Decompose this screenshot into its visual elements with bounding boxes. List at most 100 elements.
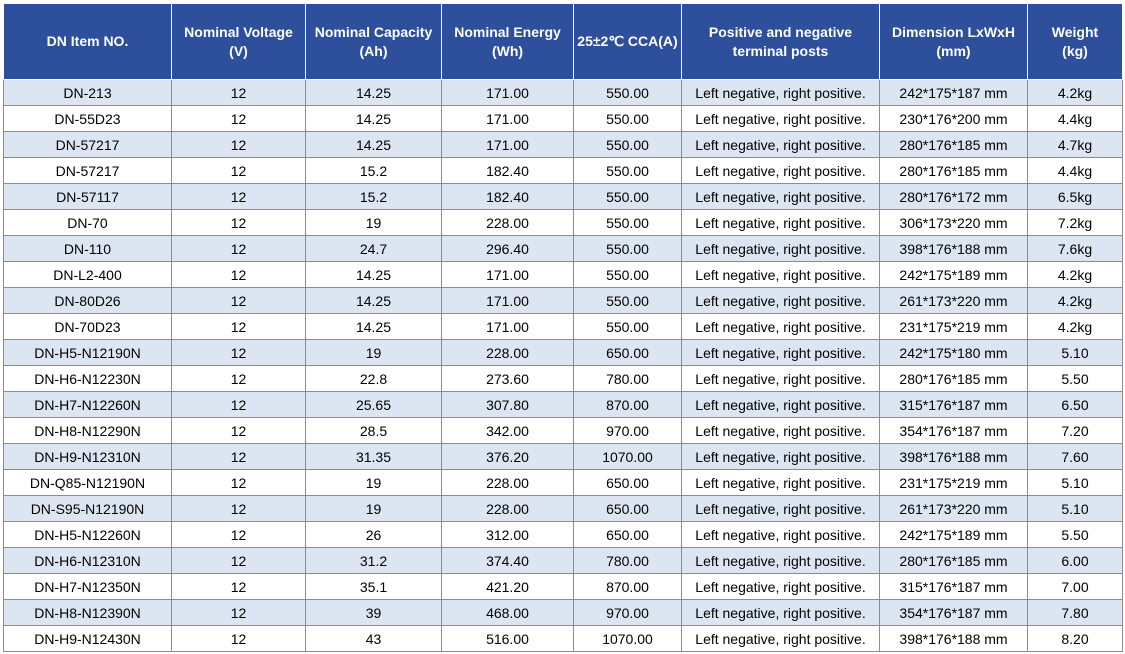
table-row: DN-57217 12 14.25 171.00 550.00 Left negative… — [3, 131, 1123, 158]
cell-cca: 650.00 — [573, 469, 682, 496]
cell-voltage: 12 — [171, 573, 306, 600]
cell-item-no: DN-H7-N12260N — [3, 391, 172, 418]
cell-item-no: DN-110 — [3, 235, 172, 262]
cell-terminal-posts: Left negative, right positive. — [681, 625, 880, 652]
cell-terminal-posts: Left negative, right positive. — [681, 391, 880, 418]
cell-dimension: 230*176*200 mm — [879, 105, 1028, 132]
cell-weight: 4.4kg — [1027, 157, 1123, 184]
cell-terminal-posts: Left negative, right positive. — [681, 105, 880, 132]
cell-terminal-posts: Left negative, right positive. — [681, 339, 880, 366]
cell-terminal-posts: Left negative, right positive. — [681, 547, 880, 574]
header-energy: Nominal Energy (Wh) — [441, 3, 574, 80]
cell-item-no: DN-80D26 — [3, 287, 172, 314]
cell-voltage: 12 — [171, 183, 306, 210]
cell-cca: 1070.00 — [573, 625, 682, 652]
cell-energy: 228.00 — [441, 339, 574, 366]
cell-dimension: 231*175*219 mm — [879, 469, 1028, 496]
cell-terminal-posts: Left negative, right positive. — [681, 235, 880, 262]
cell-capacity: 14.25 — [305, 131, 442, 158]
header-voltage: Nominal Voltage (V) — [171, 3, 306, 80]
cell-capacity: 22.8 — [305, 365, 442, 392]
cell-dimension: 354*176*187 mm — [879, 599, 1028, 626]
cell-weight: 4.2kg — [1027, 287, 1123, 314]
cell-energy: 171.00 — [441, 313, 574, 340]
cell-item-no: DN-57217 — [3, 157, 172, 184]
cell-capacity: 31.2 — [305, 547, 442, 574]
cell-cca: 970.00 — [573, 417, 682, 444]
header-item-no: DN Item NO. — [3, 3, 172, 80]
cell-dimension: 280*176*172 mm — [879, 183, 1028, 210]
cell-cca: 550.00 — [573, 183, 682, 210]
cell-weight: 6.5kg — [1027, 183, 1123, 210]
cell-voltage: 12 — [171, 105, 306, 132]
cell-item-no: DN-57217 — [3, 131, 172, 158]
cell-weight: 4.4kg — [1027, 105, 1123, 132]
cell-capacity: 14.25 — [305, 287, 442, 314]
cell-terminal-posts: Left negative, right positive. — [681, 599, 880, 626]
table-row: DN-Q85-N12190N 12 19 228.00 650.00 Left negat… — [3, 469, 1123, 496]
cell-terminal-posts: Left negative, right positive. — [681, 313, 880, 340]
cell-cca: 550.00 — [573, 131, 682, 158]
cell-dimension: 280*176*185 mm — [879, 131, 1028, 158]
header-terminal-posts: Positive and negative terminal posts — [681, 3, 880, 80]
cell-terminal-posts: Left negative, right positive. — [681, 469, 880, 496]
cell-dimension: 398*176*188 mm — [879, 235, 1028, 262]
cell-weight: 7.2kg — [1027, 209, 1123, 236]
cell-item-no: DN-70 — [3, 209, 172, 236]
table-row: DN-110 12 24.7 296.40 550.00 Left negative, r… — [3, 235, 1123, 262]
table-row: DN-70 12 19 228.00 550.00 Left negative, righ… — [3, 209, 1123, 236]
cell-item-no: DN-H8-N12390N — [3, 599, 172, 626]
cell-item-no: DN-H7-N12350N — [3, 573, 172, 600]
cell-cca: 550.00 — [573, 235, 682, 262]
header-dimension: Dimension LxWxH (mm) — [879, 3, 1028, 80]
cell-capacity: 19 — [305, 469, 442, 496]
cell-dimension: 280*176*185 mm — [879, 365, 1028, 392]
cell-weight: 4.2kg — [1027, 79, 1123, 106]
cell-energy: 516.00 — [441, 625, 574, 652]
table-row: DN-H8-N12390N 12 39 468.00 970.00 Left negati… — [3, 599, 1123, 626]
cell-voltage: 12 — [171, 261, 306, 288]
cell-capacity: 14.25 — [305, 105, 442, 132]
cell-weight: 4.2kg — [1027, 313, 1123, 340]
cell-terminal-posts: Left negative, right positive. — [681, 157, 880, 184]
cell-cca: 550.00 — [573, 261, 682, 288]
cell-terminal-posts: Left negative, right positive. — [681, 261, 880, 288]
cell-capacity: 28.5 — [305, 417, 442, 444]
cell-cca: 550.00 — [573, 79, 682, 106]
cell-item-no: DN-S95-N12190N — [3, 495, 172, 522]
table-row: DN-80D26 12 14.25 171.00 550.00 Left negative… — [3, 287, 1123, 314]
cell-weight: 7.00 — [1027, 573, 1123, 600]
cell-energy: 468.00 — [441, 599, 574, 626]
cell-item-no: DN-70D23 — [3, 313, 172, 340]
cell-cca: 550.00 — [573, 313, 682, 340]
cell-weight: 7.6kg — [1027, 235, 1123, 262]
cell-energy: 171.00 — [441, 261, 574, 288]
cell-terminal-posts: Left negative, right positive. — [681, 365, 880, 392]
cell-dimension: 315*176*187 mm — [879, 573, 1028, 600]
cell-weight: 7.80 — [1027, 599, 1123, 626]
cell-voltage: 12 — [171, 417, 306, 444]
cell-item-no: DN-57117 — [3, 183, 172, 210]
cell-item-no: DN-H6-N12310N — [3, 547, 172, 574]
cell-item-no: DN-H6-N12230N — [3, 365, 172, 392]
cell-dimension: 306*173*220 mm — [879, 209, 1028, 236]
table-row: DN-213 12 14.25 171.00 550.00 Left negative, … — [3, 79, 1123, 106]
cell-terminal-posts: Left negative, right positive. — [681, 287, 880, 314]
table-row: DN-H7-N12350N 12 35.1 421.20 870.00 Left nega… — [3, 573, 1123, 600]
cell-weight: 5.10 — [1027, 469, 1123, 496]
cell-voltage: 12 — [171, 313, 306, 340]
cell-weight: 4.7kg — [1027, 131, 1123, 158]
cell-terminal-posts: Left negative, right positive. — [681, 131, 880, 158]
cell-capacity: 35.1 — [305, 573, 442, 600]
cell-weight: 5.10 — [1027, 339, 1123, 366]
cell-item-no: DN-L2-400 — [3, 261, 172, 288]
cell-cca: 1070.00 — [573, 443, 682, 470]
cell-energy: 171.00 — [441, 287, 574, 314]
cell-dimension: 242*175*189 mm — [879, 261, 1028, 288]
cell-voltage: 12 — [171, 521, 306, 548]
cell-dimension: 261*173*220 mm — [879, 287, 1028, 314]
cell-cca: 650.00 — [573, 339, 682, 366]
cell-weight: 4.2kg — [1027, 261, 1123, 288]
cell-capacity: 14.25 — [305, 313, 442, 340]
cell-voltage: 12 — [171, 443, 306, 470]
